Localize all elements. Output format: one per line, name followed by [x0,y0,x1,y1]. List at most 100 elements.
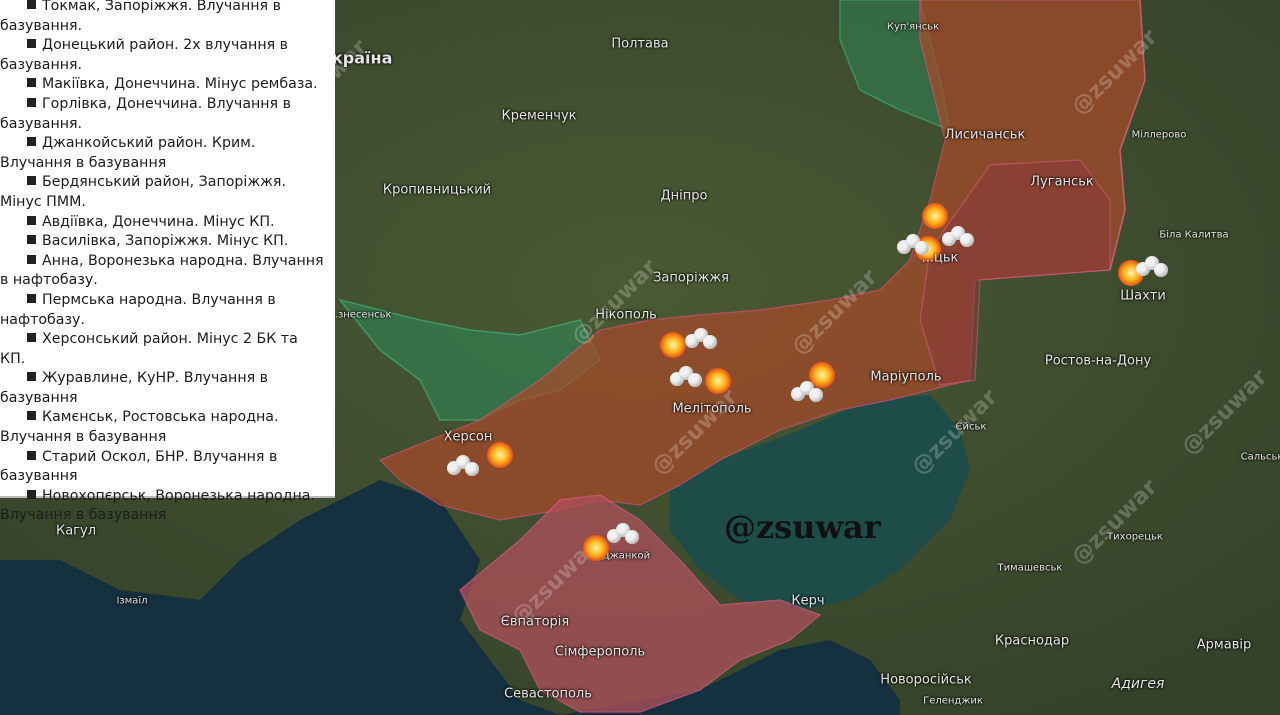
bullet-square-icon [27,293,36,303]
strike-list: Токмак, Запоріжжя. Влучання в базування.… [0,0,327,526]
label-dnipro: Дніпро [660,188,708,204]
smoke-cloud-icon[interactable] [447,455,481,479]
strike-list-text: Анна, Воронезька народна. Влучання в наф… [0,252,324,289]
label-kerch: Керч [791,593,825,609]
bullet-square-icon [27,372,36,382]
label-melitopol: Мелітополь [672,401,752,417]
label-novorossiysk: Новоросійськ [880,672,972,688]
strike-list-text: Токмак, Запоріжжя. Влучання в базування. [0,0,281,34]
smoke-cloud-icon[interactable] [670,366,704,390]
bullet-square-icon [27,39,36,49]
crimea [459,494,822,713]
bullet-square-icon [27,333,36,343]
strike-list-item: Джанкойський район. Крим. Влучання в баз… [0,134,327,173]
strike-list-item: Анна, Воронезька народна. Влучання в наф… [0,252,327,291]
strike-list-text: Авдіївка, Донеччина. Мінус КП. [42,213,275,230]
strike-list-item: Авдіївка, Донеччина. Мінус КП. [0,213,327,233]
label-krasnodar: Краснодар [994,633,1070,649]
strike-list-text: Донецький район. 2х влучання в базування… [0,37,288,73]
label-tikhoretsk: Тихорецьк [1107,531,1163,543]
label-shakhty: Шахти [1120,288,1166,304]
label-ukraine: Україна [319,48,393,68]
label-donetsk: ...цьк [921,250,959,266]
label-zaporizhzhia: Запоріжжя [653,270,729,286]
explosion-icon[interactable] [583,535,609,561]
bullet-square-icon [27,235,36,245]
label-kremenchuk: Кременчук [501,108,577,124]
strike-list-item: Горлівка, Донеччина. Влучання в базуванн… [0,95,327,134]
bullet-square-icon [27,450,36,460]
smoke-cloud-icon[interactable] [942,226,976,250]
smoke-cloud-icon[interactable] [1136,256,1170,280]
label-yeisk: Єйськ [955,421,987,433]
strike-list-text: Камєнськ, Ростовська народна. Влучання в… [0,409,279,446]
label-kropyvnytskyi: Кропивницький [382,182,492,198]
label-kupiansk: Куп'янськ [886,21,940,33]
strike-list-text: Макіївка, Донеччина. Мінус рембаза. [42,76,318,93]
strike-list-item: Журавлине, КуНР. Влучання в базування [0,369,327,408]
strike-list-text: Херсонський район. Мінус 2 БК та КП. [0,331,298,367]
strike-list-item: Донецький район. 2х влучання в базування… [0,36,327,75]
strike-list-item: Токмак, Запоріжжя. Влучання в базування. [0,0,327,36]
russia-border [1109,0,1146,271]
bullet-square-icon [27,78,36,88]
strike-list-text: Новохопєрськ, Воронезька народна. Влучан… [0,487,316,524]
occupied-luhansk-donetsk [919,159,1111,386]
label-kahul: Кагул [55,523,97,539]
smoke-cloud-icon[interactable] [685,328,719,352]
bullet-square-icon [27,0,36,9]
bullet-square-icon [27,97,36,107]
smoke-cloud-icon[interactable] [607,523,641,547]
strike-list-item: Василівка, Запоріжжя. Мінус КП. [0,232,327,252]
strike-list-text: Старий Оскол, БНР. Влучання в базування [0,448,278,485]
strike-list-text: Журавлине, КуНР. Влучання в базування [0,370,268,406]
bullet-square-icon [27,254,36,264]
bullet-square-icon [27,215,36,225]
strike-list-text: Бердянський район, Запоріжжя. Мінус ПММ. [0,174,286,210]
explosion-icon[interactable] [487,442,513,468]
explosion-icon[interactable] [809,362,835,388]
label-simferopol: Сімферополь [554,644,646,660]
brand-watermark: @zsuwar [724,508,881,546]
smoke-cloud-icon[interactable] [791,381,825,405]
strike-list-text: Василівка, Запоріжжя. Мінус КП. [42,233,289,250]
strike-list-panel: Токмак, Запоріжжя. Влучання в базування.… [0,0,335,523]
label-nikopol: Нікополь [595,307,657,323]
bullet-square-icon [27,411,36,421]
strike-list-item: Бердянський район, Запоріжжя. Мінус ПММ. [0,173,327,212]
label-kherson: Херсон [443,429,493,445]
black-sea-east [560,640,900,715]
black-sea [0,480,560,715]
label-mariupol: Маріуполь [870,369,942,385]
strike-list-item: Пермська народна. Влучання в нафтобазу. [0,291,327,330]
label-sevastopol: Севастополь [504,686,592,702]
strike-list-text: Горлівка, Донеччина. Влучання в базуванн… [0,95,291,132]
strike-list-item: Старий Оскол, БНР. Влучання в базування [0,448,327,487]
strike-list-item: Камєнськ, Ростовська народна. Влучання в… [0,408,327,447]
label-adygea: Адигея [1111,676,1165,692]
bullet-square-icon [27,137,36,147]
label-luhansk: Луганськ [1030,174,1094,190]
label-salsk: Сальськ [1240,451,1280,463]
label-gelendzhik: Геленджик [923,695,983,707]
explosion-icon[interactable] [660,332,686,358]
label-dzhankoi: Джанкой [601,550,651,562]
label-izmail: Ізмаїл [116,595,148,607]
smoke-cloud-icon[interactable] [897,234,931,258]
label-yevpatoria: Євпаторія [500,614,570,630]
label-bila-kalytva: Біла Калитва [1159,229,1229,241]
explosion-icon[interactable] [922,203,948,229]
azov-sea [670,395,970,610]
label-rostov: Ростов-на-Дону [1044,353,1152,369]
label-millerovo: Міллерово [1131,129,1187,141]
bullet-square-icon [27,176,36,186]
strike-list-item: Макіївка, Донеччина. Мінус рембаза. [0,75,327,95]
label-timashevsk: Тимашевськ [997,562,1063,574]
label-armavir: Армавір [1196,637,1252,653]
label-lysychansk: Лисичанськ [944,127,1026,143]
explosion-icon[interactable] [705,368,731,394]
bullet-square-icon [27,489,36,499]
label-poltava: Полтава [611,36,669,52]
strike-list-item: Новохопєрськ, Воронезька народна. Влучан… [0,487,327,526]
